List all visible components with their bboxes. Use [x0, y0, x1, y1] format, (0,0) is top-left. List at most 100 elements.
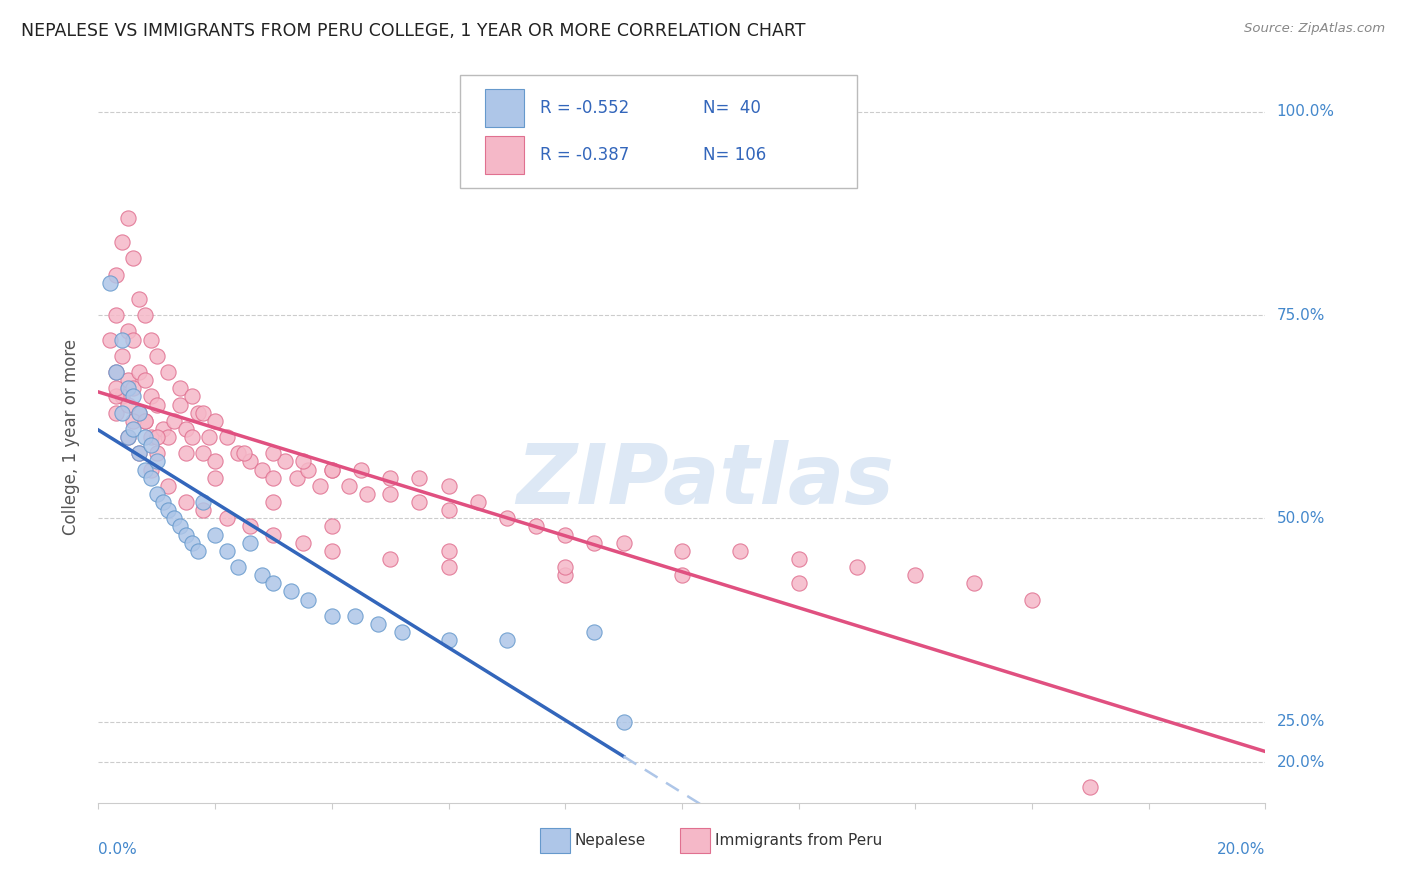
Point	[117, 211, 139, 225]
Point	[146, 454, 169, 468]
Point	[496, 511, 519, 525]
Point	[98, 333, 121, 347]
Point	[146, 446, 169, 460]
Point	[262, 576, 284, 591]
Point	[583, 625, 606, 640]
Point	[169, 398, 191, 412]
Point	[321, 462, 343, 476]
Text: Immigrants from Peru: Immigrants from Peru	[714, 833, 882, 848]
Point	[671, 544, 693, 558]
Point	[228, 446, 250, 460]
Point	[274, 454, 297, 468]
Point	[437, 633, 460, 648]
Point	[134, 414, 156, 428]
Point	[554, 560, 576, 574]
Point	[496, 633, 519, 648]
Point	[262, 471, 284, 485]
Point	[554, 527, 576, 541]
Point	[146, 487, 169, 501]
Point	[104, 308, 127, 322]
Point	[139, 389, 162, 403]
Point	[104, 268, 127, 282]
Point	[239, 535, 262, 549]
Point	[215, 430, 238, 444]
Point	[139, 471, 162, 485]
Point	[204, 471, 226, 485]
Point	[309, 479, 332, 493]
Point	[128, 406, 150, 420]
Text: 20.0%: 20.0%	[1277, 755, 1324, 770]
Point	[134, 430, 156, 444]
Point	[344, 608, 367, 623]
Point	[104, 365, 127, 379]
Point	[117, 325, 139, 339]
Y-axis label: College, 1 year or more: College, 1 year or more	[62, 339, 80, 535]
Point	[291, 454, 314, 468]
Point	[730, 544, 752, 558]
Point	[437, 503, 460, 517]
Point	[146, 349, 169, 363]
Point	[350, 462, 373, 476]
Point	[408, 471, 430, 485]
Point	[128, 365, 150, 379]
Point	[291, 535, 314, 549]
Point	[437, 544, 460, 558]
FancyBboxPatch shape	[460, 75, 858, 188]
Point	[117, 430, 139, 444]
Text: 75.0%: 75.0%	[1277, 308, 1324, 323]
Point	[180, 389, 202, 403]
Point	[787, 552, 810, 566]
Point	[612, 535, 634, 549]
Point	[437, 560, 460, 574]
Point	[122, 381, 145, 395]
Point	[239, 454, 262, 468]
Text: 20.0%: 20.0%	[1218, 842, 1265, 856]
Point	[111, 406, 134, 420]
Point	[193, 406, 215, 420]
Point	[321, 462, 343, 476]
Point	[280, 584, 302, 599]
Text: NEPALESE VS IMMIGRANTS FROM PERU COLLEGE, 1 YEAR OR MORE CORRELATION CHART: NEPALESE VS IMMIGRANTS FROM PERU COLLEGE…	[21, 22, 806, 40]
Point	[174, 422, 197, 436]
Point	[104, 389, 127, 403]
Text: R = -0.387: R = -0.387	[540, 146, 628, 164]
Point	[117, 398, 139, 412]
Point	[297, 462, 319, 476]
Point	[104, 365, 127, 379]
Point	[250, 462, 273, 476]
Point	[128, 446, 150, 460]
Text: 100.0%: 100.0%	[1277, 104, 1334, 120]
Point	[337, 479, 360, 493]
Point	[157, 479, 180, 493]
Point	[356, 487, 378, 501]
Point	[262, 495, 284, 509]
Point	[204, 527, 226, 541]
Point	[262, 446, 284, 460]
Text: N=  40: N= 40	[703, 99, 761, 118]
Point	[98, 276, 121, 290]
Point	[1021, 592, 1043, 607]
Point	[524, 519, 547, 533]
Point	[380, 552, 402, 566]
Point	[215, 544, 238, 558]
Text: R = -0.552: R = -0.552	[540, 99, 628, 118]
Point	[321, 544, 343, 558]
Point	[554, 568, 576, 582]
Point	[285, 471, 308, 485]
Point	[321, 519, 343, 533]
Point	[117, 373, 139, 387]
Point	[583, 535, 606, 549]
Point	[904, 568, 927, 582]
Point	[391, 625, 413, 640]
Point	[262, 527, 284, 541]
Point	[157, 430, 180, 444]
Point	[128, 292, 150, 306]
Point	[139, 438, 162, 452]
Point	[174, 495, 197, 509]
Point	[1080, 780, 1102, 794]
Point	[128, 406, 150, 420]
Point	[152, 422, 174, 436]
Point	[380, 487, 402, 501]
Point	[146, 398, 169, 412]
Point	[169, 381, 191, 395]
